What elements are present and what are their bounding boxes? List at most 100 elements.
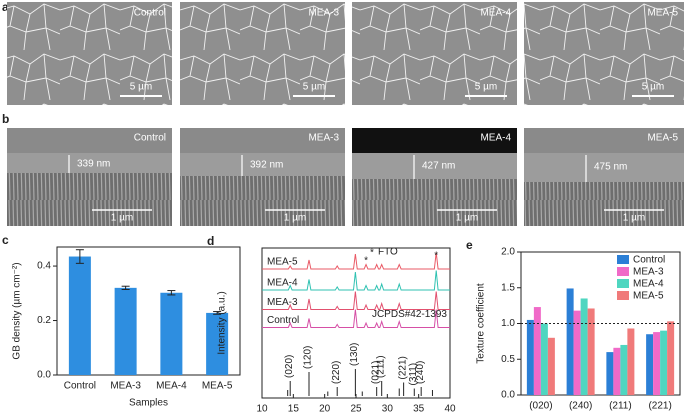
x-tick-label: 20	[319, 404, 331, 415]
x-tick-label: 40	[444, 404, 456, 415]
fto-marker: *	[364, 256, 368, 267]
x-tick-label: 30	[382, 404, 394, 415]
x-tick-label: (211)	[609, 401, 632, 412]
x-tick-label: 25	[350, 404, 362, 415]
sem-top	[352, 128, 517, 153]
scale-label: 5 µm	[130, 82, 152, 93]
sem-top	[7, 128, 172, 153]
panel-letter: c	[2, 233, 9, 247]
sem-image	[7, 2, 172, 105]
bar	[580, 298, 588, 395]
film-layer	[180, 153, 345, 176]
film-layer	[352, 153, 517, 179]
film-layer	[524, 153, 684, 182]
bar	[114, 287, 137, 375]
x-tick-label: 10	[256, 404, 268, 415]
bar	[547, 337, 555, 395]
x-tick-label: (020)	[529, 401, 552, 412]
fto-marker: *	[434, 251, 438, 262]
fto-legend-symbol: *	[370, 248, 374, 259]
legend-label: MEA-4	[633, 279, 664, 290]
panel-letter: d	[207, 234, 214, 248]
legend-label: Control	[633, 255, 665, 266]
bar	[653, 332, 661, 395]
bar	[606, 352, 614, 395]
xrd-pattern	[262, 252, 450, 270]
peak-label: (220)	[331, 361, 342, 384]
y-axis-label: Texture coefficient	[476, 283, 487, 364]
bar	[573, 310, 581, 395]
bar	[540, 323, 548, 395]
bar	[627, 328, 635, 395]
x-tick-label: (240)	[569, 401, 592, 412]
y-tick-label: 1.5	[501, 282, 515, 293]
scale-label: 5 µm	[303, 82, 325, 93]
bar	[526, 319, 534, 395]
peak-label: (221)	[397, 356, 408, 379]
bar	[620, 344, 628, 395]
image-label: MEA-3	[308, 133, 339, 144]
bar	[660, 330, 668, 395]
y-tick-label: 0.0	[37, 370, 51, 381]
x-tick-label: 35	[413, 404, 425, 415]
xrd-pattern	[262, 309, 450, 328]
image-label: Control	[134, 8, 166, 19]
thickness-label: 392 nm	[250, 160, 283, 171]
y-tick-label: 1.0	[501, 318, 515, 329]
scale-label: 5 µm	[642, 82, 664, 93]
scale-label: 1 µm	[111, 213, 133, 224]
image-label: MEA-5	[647, 133, 678, 144]
sem-image	[524, 2, 684, 105]
image-label: MEA-4	[480, 133, 511, 144]
peak-label: (240)	[415, 361, 426, 384]
peak-label: (211)	[375, 355, 386, 378]
bar	[68, 256, 91, 375]
series-label: MEA-3	[267, 297, 298, 308]
xrd-pattern	[262, 291, 450, 310]
bar	[587, 308, 595, 395]
y-axis-label: GB density (µm cm⁻²)	[12, 262, 23, 359]
y-tick-label: 2.0	[501, 247, 515, 258]
scale-label: 1 µm	[623, 213, 645, 224]
fto-legend: FTO	[378, 247, 398, 258]
bar	[613, 347, 621, 395]
legend-swatch	[617, 255, 629, 264]
peak-label: (311)	[408, 363, 419, 386]
sem-top	[524, 128, 684, 153]
xrd-pattern	[262, 270, 450, 291]
y-tick-label: 0.0	[501, 390, 515, 401]
x-tick-label: Control	[64, 381, 96, 392]
panel-letter: e	[466, 238, 473, 252]
series-label: Control	[267, 315, 299, 326]
panel-letter: a	[2, 0, 9, 14]
image-label: MEA-5	[647, 8, 678, 19]
thickness-label: 427 nm	[422, 161, 455, 172]
reference-label: JCPDS#42-1393	[372, 309, 447, 320]
peak-label: (020)	[284, 355, 295, 378]
scale-label: 1 µm	[284, 213, 306, 224]
image-label: MEA-3	[308, 8, 339, 19]
bar	[667, 321, 675, 395]
y-tick-label: 0.2	[37, 315, 51, 326]
plot-frame	[56, 246, 241, 376]
bar	[206, 312, 229, 375]
y-axis-label: Intensity (a.u.)	[217, 291, 228, 354]
peak-label: (021)	[370, 361, 381, 384]
sem-image	[180, 2, 345, 105]
x-tick-label: MEA-3	[110, 381, 141, 392]
x-tick-label: 15	[288, 404, 300, 415]
series-label: MEA-5	[267, 257, 298, 268]
sem-image	[352, 2, 517, 105]
image-label: MEA-4	[480, 8, 511, 19]
peak-label: (120)	[303, 346, 314, 369]
scale-label: 1 µm	[456, 213, 478, 224]
film-layer	[7, 153, 172, 173]
bar	[646, 334, 654, 395]
x-tick-label: (221)	[648, 401, 671, 412]
legend-swatch	[617, 267, 629, 276]
image-label: Control	[134, 133, 166, 144]
y-tick-label: 0.4	[37, 261, 51, 272]
bar	[566, 288, 574, 395]
y-tick-label: 0.5	[501, 354, 515, 365]
